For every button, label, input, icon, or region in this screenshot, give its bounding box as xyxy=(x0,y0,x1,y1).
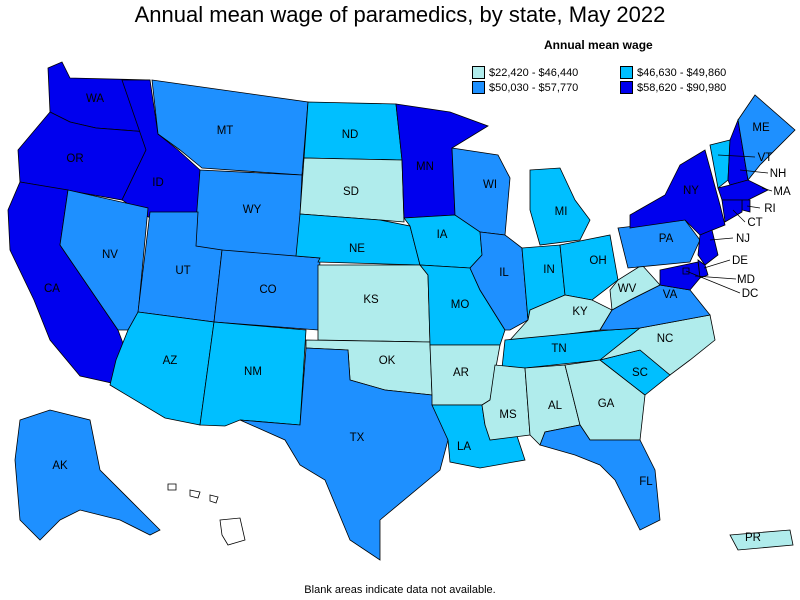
state-ct xyxy=(721,199,743,223)
state-label-nm: NM xyxy=(244,366,262,378)
state-label-ak: AK xyxy=(52,460,68,472)
legend-label-bin-3: $50,030 - $57,770 xyxy=(489,81,579,94)
legend: Annual mean wage $22,420 - $46,440 $46,6… xyxy=(468,38,788,100)
legend-title: Annual mean wage xyxy=(544,38,653,52)
state-label-nh: NH xyxy=(770,168,787,180)
state-label-ga: GA xyxy=(598,398,615,410)
state-label-va: VA xyxy=(663,289,678,301)
callout-line-ct xyxy=(732,209,746,223)
legend-swatch-bin-4 xyxy=(620,81,633,94)
state-label-ut: UT xyxy=(175,265,190,277)
state-label-wy: WY xyxy=(243,204,262,216)
state-label-mi: MI xyxy=(555,206,568,218)
state-label-ia: IA xyxy=(437,229,448,241)
legend-label-bin-1: $22,420 - $46,440 xyxy=(489,66,579,79)
legend-swatch-bin-2 xyxy=(620,66,633,79)
state-label-in: IN xyxy=(543,264,555,276)
state-label-ny: NY xyxy=(683,185,699,197)
state-label-sd: SD xyxy=(343,186,359,198)
callout-line-nh xyxy=(739,169,769,174)
legend-swatch-bin-1 xyxy=(472,66,485,79)
state-oh xyxy=(559,234,619,301)
callout-line-md xyxy=(694,275,737,280)
state-label-mn: MN xyxy=(416,161,434,173)
state-label-pr: PR xyxy=(745,532,761,544)
state-ny xyxy=(629,149,726,236)
state-label-me: ME xyxy=(752,122,770,134)
state-label-ne: NE xyxy=(349,243,365,255)
state-label-mt: MT xyxy=(217,125,234,137)
state-label-ma: MA xyxy=(773,186,791,198)
state-label-ct: CT xyxy=(747,217,762,229)
state-hi xyxy=(167,483,246,546)
state-il xyxy=(469,231,529,331)
callout-line-ma xyxy=(761,187,773,192)
state-label-nv: NV xyxy=(102,249,118,261)
state-nj xyxy=(697,229,719,266)
legend-item-bin-1: $22,420 - $46,440 xyxy=(472,66,578,79)
callout-line-nj xyxy=(709,237,734,241)
legend-item-bin-4: $58,620 - $90,980 xyxy=(620,81,726,94)
state-label-vt: VT xyxy=(758,152,773,164)
state-ma xyxy=(717,179,769,201)
legend-label-bin-4: $58,620 - $90,980 xyxy=(637,81,727,94)
callout-line-ri xyxy=(746,205,761,209)
legend-item-bin-2: $46,630 - $49,860 xyxy=(620,66,726,79)
state-label-wi: WI xyxy=(483,179,497,191)
legend-label-bin-2: $46,630 - $49,860 xyxy=(637,66,727,79)
state-me xyxy=(737,94,796,181)
legend-item-bin-3: $50,030 - $57,770 xyxy=(472,81,578,94)
state-label-ks: KS xyxy=(363,294,379,306)
states-layer xyxy=(7,61,796,561)
state-ne xyxy=(295,213,421,266)
callout-line-de xyxy=(703,259,731,269)
state-label-md: MD xyxy=(737,274,755,286)
state-label-ms: MS xyxy=(499,409,517,421)
state-az xyxy=(109,311,215,426)
state-label-tx: TX xyxy=(350,432,365,444)
state-label-il: IL xyxy=(499,267,509,279)
state-label-ca: CA xyxy=(44,283,60,295)
state-tx xyxy=(239,347,449,561)
footnote: Blank areas indicate data not available. xyxy=(304,584,496,596)
state-label-id: ID xyxy=(152,177,164,189)
labels-layer: WA OR CA ID NV MT WY UT AZ CO NM ND SD NE KS OK TX MN IA MO… xyxy=(44,93,791,544)
legend-swatch-bin-3 xyxy=(472,81,485,94)
state-label-wa: WA xyxy=(86,93,104,105)
callout-line-dc xyxy=(685,270,741,294)
map-title: Annual mean wage of paramedics, by state… xyxy=(134,2,666,27)
state-label-nj: NJ xyxy=(736,233,750,245)
state-label-ar: AR xyxy=(453,367,469,379)
state-label-or: OR xyxy=(66,153,83,165)
state-label-la: LA xyxy=(457,441,471,453)
state-label-ok: OK xyxy=(379,355,396,367)
legend-items: $22,420 - $46,440 $46,630 - $49,860 $50,… xyxy=(468,66,788,100)
state-md xyxy=(659,261,701,291)
state-label-al: AL xyxy=(548,400,563,412)
state-label-ri: RI xyxy=(764,203,776,215)
state-label-ky: KY xyxy=(572,306,588,318)
state-label-nd: ND xyxy=(342,129,359,141)
state-label-az: AZ xyxy=(163,355,178,367)
state-mi xyxy=(529,167,591,246)
state-label-mo: MO xyxy=(451,299,470,311)
state-label-sc: SC xyxy=(632,367,648,379)
state-sd xyxy=(299,157,405,223)
state-label-pa: PA xyxy=(659,233,674,245)
state-label-fl: FL xyxy=(639,476,653,488)
state-label-oh: OH xyxy=(589,255,606,267)
state-ak xyxy=(14,409,161,541)
state-fl xyxy=(539,424,661,531)
state-label-de: DE xyxy=(732,255,748,267)
state-label-wv: WV xyxy=(618,283,637,295)
state-pr xyxy=(729,529,794,551)
state-label-nc: NC xyxy=(657,333,674,345)
state-label-tn: TN xyxy=(551,343,566,355)
callout-line-vt xyxy=(717,154,756,158)
state-label-dc: DC xyxy=(742,288,759,300)
state-label-co: CO xyxy=(259,284,276,296)
